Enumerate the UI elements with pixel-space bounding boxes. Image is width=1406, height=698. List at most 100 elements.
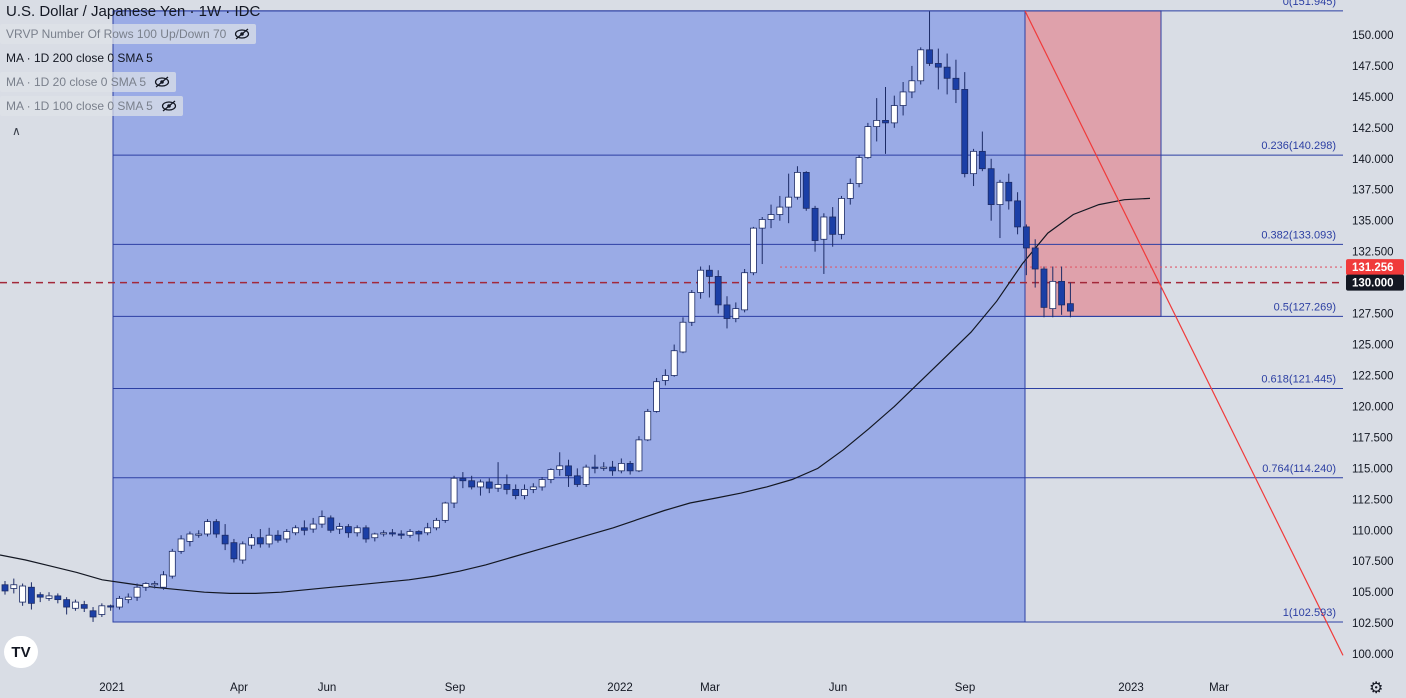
price-tick-label: 105.000	[1352, 587, 1394, 599]
price-tick-label: 132.500	[1352, 247, 1394, 259]
candle	[750, 226, 757, 276]
time-tick-label: 2023	[1118, 682, 1144, 694]
price-tick-label: 147.500	[1352, 61, 1394, 73]
candle	[565, 459, 572, 487]
candle	[344, 524, 352, 538]
candle-body	[98, 605, 106, 615]
candle	[371, 532, 379, 542]
price-tick-label: 115.000	[1352, 463, 1393, 475]
candle-body	[512, 489, 520, 497]
price-tick-label: 140.000	[1352, 154, 1394, 166]
candle-body	[459, 477, 467, 482]
candle-body	[1031, 247, 1039, 270]
candle-body	[785, 196, 793, 208]
candle-body	[600, 466, 608, 469]
candle-body	[996, 181, 1004, 206]
candle	[635, 436, 643, 473]
fib-level-label: 0(151.945)	[1283, 0, 1336, 8]
candle-body	[116, 597, 123, 608]
trendline[interactable]	[1024, 10, 1344, 656]
candle	[1022, 224, 1030, 276]
candle	[538, 477, 546, 491]
candle-body	[327, 517, 335, 531]
candle	[397, 530, 405, 539]
fibonacci-retracement[interactable]	[113, 10, 1343, 623]
candle-body	[635, 439, 643, 472]
candle-body	[1, 584, 9, 592]
candle	[318, 510, 326, 528]
eye-hidden-icon[interactable]	[234, 28, 250, 40]
candle-body	[617, 463, 625, 472]
fib-level-label: 0.382(133.093)	[1261, 229, 1336, 241]
candle-body	[433, 519, 440, 529]
price-axis[interactable]: 100.000 102.500 105.000 107.500 110.000 112.5…	[1344, 0, 1406, 698]
candle-body	[706, 269, 713, 277]
time-tick-label: Sep	[445, 682, 465, 694]
candle-body	[89, 610, 97, 618]
candle-body	[688, 292, 696, 323]
eye-hidden-icon[interactable]	[154, 76, 170, 88]
candle	[212, 519, 220, 538]
candle-body	[934, 63, 942, 68]
time-tick-label: 2022	[607, 682, 633, 694]
time-axis[interactable]: 2021 Apr Jun Sep 2022 Mar Jun Sep 2023 Mar	[99, 682, 1229, 694]
fib-level-label: 0.5(127.269)	[1274, 301, 1336, 313]
candle	[1014, 192, 1021, 235]
candle	[309, 517, 317, 533]
candle-body	[670, 350, 678, 376]
candle-body	[899, 91, 907, 106]
candle	[732, 302, 740, 323]
candle-body	[133, 586, 141, 598]
candle-body	[776, 206, 784, 215]
ma-line	[0, 197, 1151, 595]
candle-body	[204, 521, 211, 535]
indicator-ma-100[interactable]: MA · 1D 100 close 0 SMA 5	[0, 96, 183, 116]
indicator-vrvp[interactable]: VRVP Number Of Rows 100 Up/Down 70	[0, 24, 257, 44]
price-badge-text: 131.256	[1352, 262, 1394, 274]
candle	[864, 122, 872, 159]
time-tick-label: Apr	[230, 682, 248, 694]
candle-body	[318, 516, 326, 525]
candle-body	[723, 304, 731, 319]
candle-body	[794, 172, 801, 198]
candle-body	[63, 599, 71, 608]
candle	[450, 475, 458, 508]
candle-body	[80, 604, 88, 609]
candle-body	[978, 150, 986, 170]
candle	[89, 607, 97, 622]
candle	[917, 47, 925, 85]
candle-body	[802, 172, 810, 209]
candle	[406, 529, 414, 538]
price-tick-label: 142.500	[1352, 123, 1394, 135]
candle	[591, 454, 599, 474]
candle-body	[573, 475, 581, 485]
candle-body	[265, 534, 273, 545]
symbol-title: U.S. Dollar / Japanese Yen · 1W · IDC	[6, 2, 261, 20]
candle	[54, 593, 62, 604]
candle	[582, 464, 590, 487]
candle	[98, 603, 106, 617]
candle-body	[609, 466, 616, 472]
candle	[829, 207, 837, 247]
candle-body	[1067, 303, 1074, 312]
indicator-ma-200[interactable]: MA · 1D 200 close 0 SMA 5	[0, 48, 159, 68]
candle	[459, 472, 467, 489]
collapse-indicators-icon[interactable]: ∧	[12, 124, 21, 138]
candle	[28, 582, 35, 610]
candle	[688, 290, 696, 326]
eye-hidden-icon[interactable]	[161, 100, 177, 112]
candle	[283, 529, 291, 543]
downtrend-line[interactable]	[1024, 10, 1344, 656]
candle-body	[45, 595, 53, 599]
settings-gear-icon[interactable]: ⚙	[1369, 680, 1384, 697]
candle-body	[54, 595, 62, 601]
candle	[926, 11, 933, 66]
candle-body	[72, 601, 79, 609]
tradingview-logo[interactable]: TV	[4, 636, 38, 668]
indicator-ma-20[interactable]: MA · 1D 20 close 0 SMA 5	[0, 72, 177, 92]
candle-body	[300, 527, 308, 531]
candle	[714, 270, 722, 314]
price-tick-label: 110.000	[1352, 525, 1393, 537]
candle	[292, 525, 299, 536]
